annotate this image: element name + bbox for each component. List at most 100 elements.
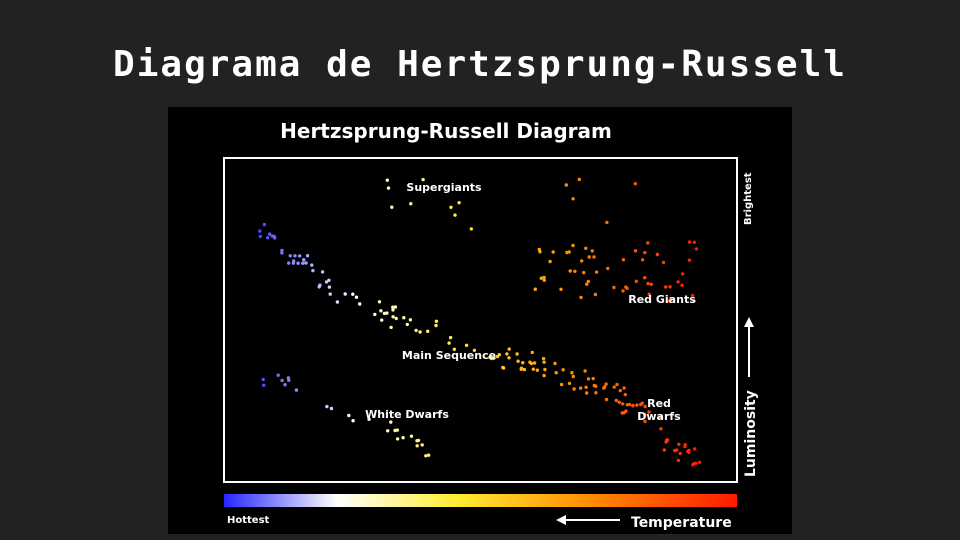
star-main-sequence [311, 268, 315, 273]
star-main-sequence [535, 368, 539, 372]
star-red-giant [676, 280, 680, 284]
star-main-sequence [683, 444, 687, 449]
star-supergiant [633, 182, 637, 186]
star-main-sequence [624, 409, 628, 413]
star-main-sequence [354, 295, 359, 299]
star-main-sequence [585, 391, 589, 395]
star-red-giant [539, 276, 543, 280]
star-main-sequence [621, 402, 625, 406]
star-red-giant [669, 297, 673, 301]
star-red-giant [621, 258, 626, 262]
star-main-sequence [643, 419, 647, 424]
star-white-dwarf [262, 383, 266, 387]
star-white-dwarf [287, 378, 291, 382]
star-main-sequence [584, 385, 588, 389]
star-main-sequence [622, 386, 626, 390]
star-main-sequence [379, 309, 383, 313]
star-main-sequence [288, 254, 292, 258]
star-red-giant [571, 243, 575, 248]
star-main-sequence [302, 258, 306, 262]
star-red-giant [681, 272, 685, 276]
star-supergiant [564, 183, 568, 187]
star-red-giant [687, 240, 692, 244]
star-main-sequence [394, 316, 398, 321]
star-main-sequence [418, 330, 422, 334]
star-main-sequence [567, 381, 572, 386]
star-main-sequence [358, 302, 362, 306]
star-main-sequence [377, 300, 382, 304]
star-red-giant [661, 260, 666, 265]
star-main-sequence [448, 335, 453, 340]
star-white-dwarf [325, 404, 329, 409]
hr-diagram-svg: Hertzsprung-Russell Diagram Supergiants … [223, 119, 759, 531]
star-supergiant [453, 213, 457, 217]
star-main-sequence [464, 343, 469, 347]
star-main-sequence [507, 347, 511, 351]
star-main-sequence [343, 292, 347, 296]
label-red-dwarfs-line2: Dwarfs [637, 410, 681, 423]
star-red-giant [655, 252, 659, 257]
star-main-sequence [380, 318, 384, 322]
star-main-sequence [522, 367, 527, 372]
star-white-dwarf [416, 438, 421, 443]
star-main-sequence [414, 328, 418, 333]
star-red-giant [559, 287, 563, 291]
star-main-sequence [579, 386, 583, 390]
star-red-giant [633, 249, 638, 253]
star-main-sequence [393, 305, 398, 309]
star-white-dwarf [393, 428, 397, 433]
star-red-giant [592, 255, 596, 259]
star-red-giant [690, 293, 695, 298]
star-red-giant [680, 283, 684, 287]
star-main-sequence [391, 308, 395, 312]
star-supergiant [409, 202, 413, 206]
star-main-sequence [542, 360, 546, 364]
star-red-giant [594, 270, 599, 274]
star-main-sequence [328, 292, 332, 296]
star-main-sequence [541, 356, 546, 361]
star-red-giant [647, 292, 651, 296]
star-red-giant [621, 289, 625, 293]
star-main-sequence [327, 285, 332, 289]
star-white-dwarf [261, 377, 265, 382]
star-white-dwarf [424, 454, 428, 458]
star-red-giant [580, 259, 584, 263]
star-white-dwarf [294, 388, 299, 392]
star-white-dwarf [283, 383, 287, 387]
star-main-sequence [530, 350, 534, 355]
star-main-sequence [519, 366, 524, 370]
star-white-dwarf [401, 436, 405, 440]
star-main-sequence [675, 448, 679, 452]
star-supergiant [449, 205, 453, 209]
star-red-giant [692, 240, 697, 244]
label-red-giants: Red Giants [628, 293, 696, 306]
y-axis-label: Luminosity [743, 390, 759, 477]
star-white-dwarf [280, 378, 284, 383]
star-main-sequence [521, 361, 525, 365]
star-red-giant [586, 279, 590, 284]
star-red-giant [551, 250, 555, 254]
star-main-sequence [426, 329, 430, 333]
star-red-giant [668, 285, 672, 289]
star-red-giant [606, 266, 610, 271]
star-main-sequence [614, 398, 618, 403]
star-main-sequence [643, 404, 647, 409]
star-main-sequence [572, 387, 576, 391]
star-main-sequence [615, 382, 619, 387]
star-main-sequence [280, 248, 284, 253]
star-main-sequence [287, 261, 291, 265]
star-main-sequence [532, 361, 537, 365]
star-main-sequence [570, 371, 574, 375]
star-main-sequence [293, 254, 297, 258]
star-red-giant [584, 246, 588, 250]
star-main-sequence [618, 388, 622, 393]
star-red-giant [634, 279, 638, 283]
star-points [258, 177, 702, 467]
star-main-sequence [472, 348, 477, 352]
star-main-sequence [662, 448, 666, 452]
star-main-sequence [258, 234, 262, 239]
x-axis-arrow [556, 515, 620, 525]
star-main-sequence [586, 377, 591, 381]
star-red-giant [694, 247, 699, 251]
star-main-sequence [373, 312, 377, 317]
